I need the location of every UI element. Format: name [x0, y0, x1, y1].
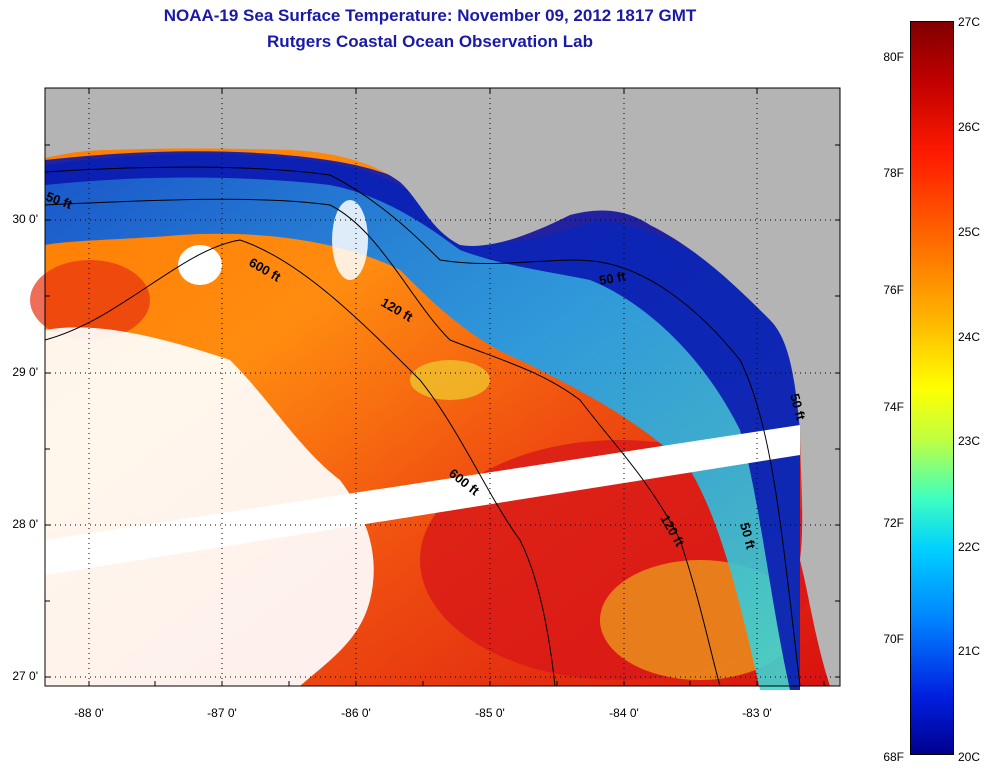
lat-label: 29 0'	[12, 365, 38, 379]
lon-label: -88 0'	[74, 706, 104, 720]
fahrenheit-label: 78F	[883, 166, 904, 180]
lat-label: 28 0'	[12, 517, 38, 531]
lat-label: 27 0'	[12, 669, 38, 683]
lon-label: -86 0'	[341, 706, 371, 720]
mild-water-patch	[410, 360, 490, 400]
celsius-label: 25C	[958, 225, 981, 239]
lon-label: -87 0'	[207, 706, 237, 720]
contour-600ft	[44, 239, 556, 687]
color-scale-bar	[910, 21, 954, 755]
warm-water-patch	[30, 260, 150, 340]
celsius-label: 21C	[958, 644, 981, 658]
contour-label: 50 ft	[598, 268, 628, 288]
celsius-label: 23C	[958, 434, 981, 448]
fahrenheit-label: 72F	[883, 516, 904, 530]
celsius-label: 27C	[958, 15, 981, 29]
contour-120ft	[44, 198, 721, 687]
fahrenheit-label: 74F	[883, 400, 904, 414]
celsius-label: 20C	[958, 750, 981, 764]
lon-label: -85 0'	[475, 706, 505, 720]
sst-map: 50 ft 600 ft 120 ft 50 ft 600 ft 120 ft …	[30, 87, 841, 690]
map-title: NOAA-19 Sea Surface Temperature: Novembe…	[163, 6, 697, 25]
celsius-label: 22C	[958, 540, 981, 554]
coastal-cold-water	[45, 151, 800, 690]
fahrenheit-label: 80F	[883, 50, 904, 64]
map-subtitle: Rutgers Coastal Ocean Observation Lab	[267, 32, 593, 51]
lat-label: 30 0'	[12, 212, 38, 226]
cloud-patch	[332, 200, 368, 280]
lon-label: -84 0'	[609, 706, 639, 720]
contour-label: 50 ft	[787, 392, 809, 422]
fahrenheit-label: 76F	[883, 283, 904, 297]
celsius-label: 26C	[958, 120, 981, 134]
map-frame	[44, 87, 841, 687]
cloud-patch	[178, 245, 222, 285]
celsius-label: 24C	[958, 330, 981, 344]
contour-label: 50 ft	[737, 521, 759, 551]
contour-50ft	[44, 166, 801, 687]
fahrenheit-label: 70F	[883, 632, 904, 646]
land-area	[45, 88, 840, 686]
cloud-cover	[45, 327, 374, 686]
lon-label: -83 0'	[742, 706, 772, 720]
fahrenheit-label: 68F	[883, 750, 904, 764]
swath-gap	[45, 425, 800, 575]
axis-ticks	[45, 88, 840, 686]
